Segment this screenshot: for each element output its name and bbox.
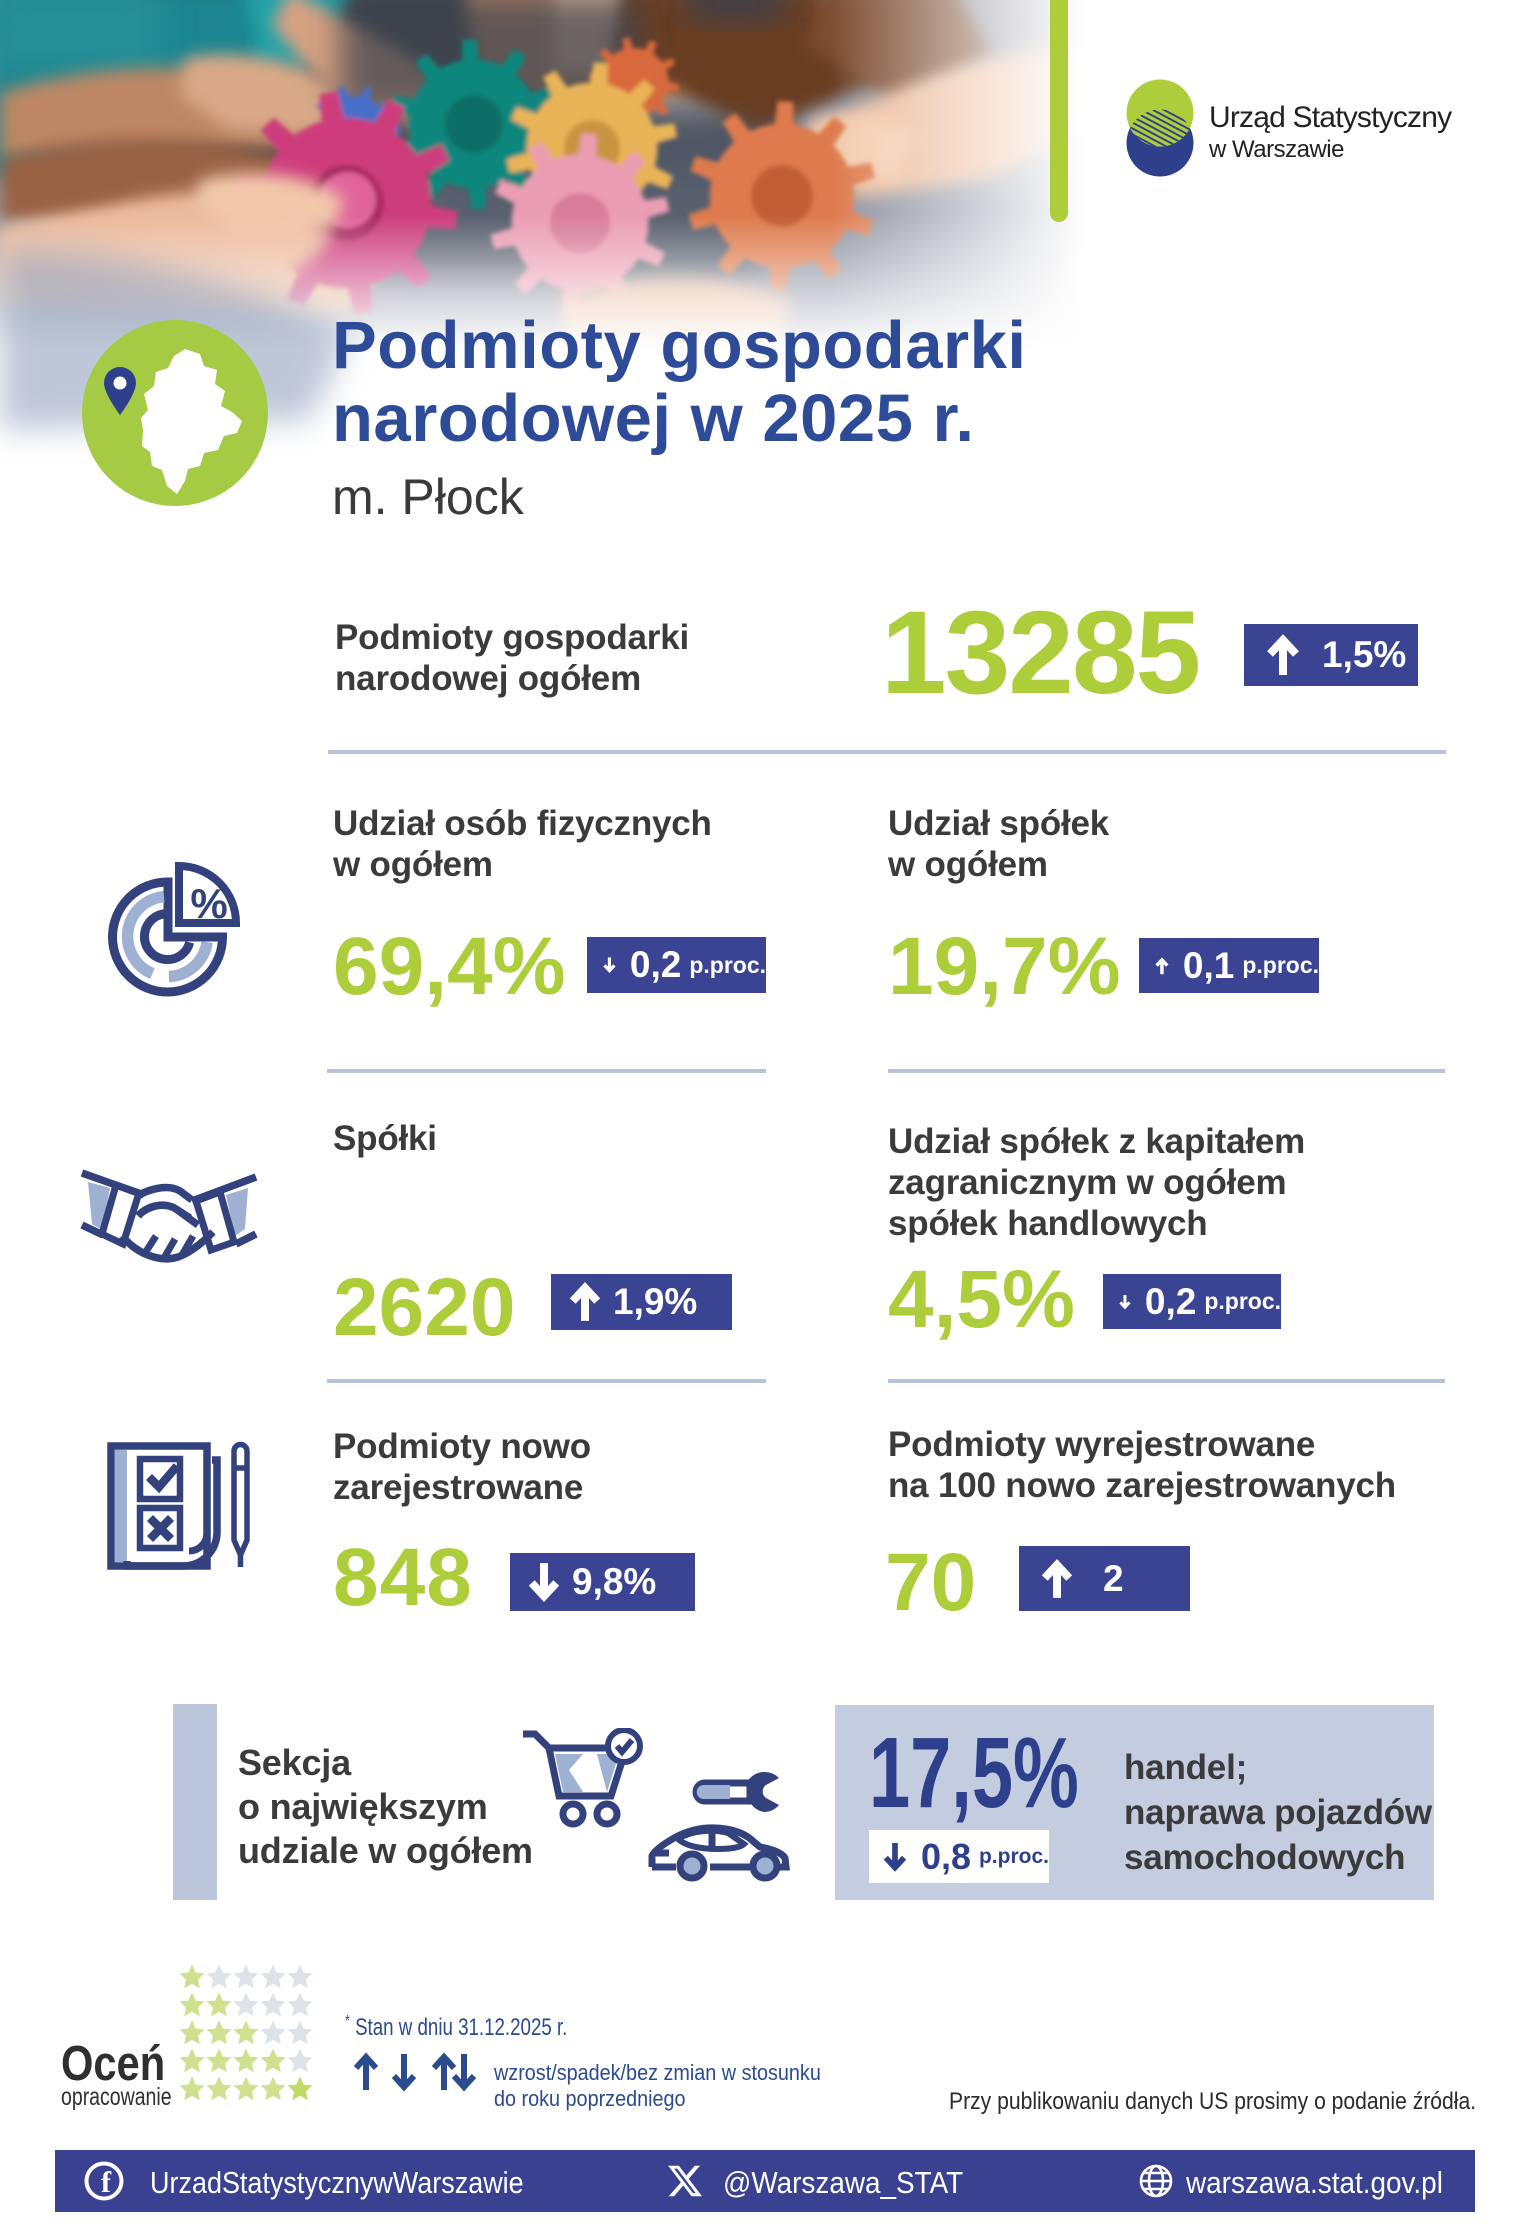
svg-text:f: f (101, 2166, 112, 2199)
svg-text:%: % (190, 880, 227, 927)
